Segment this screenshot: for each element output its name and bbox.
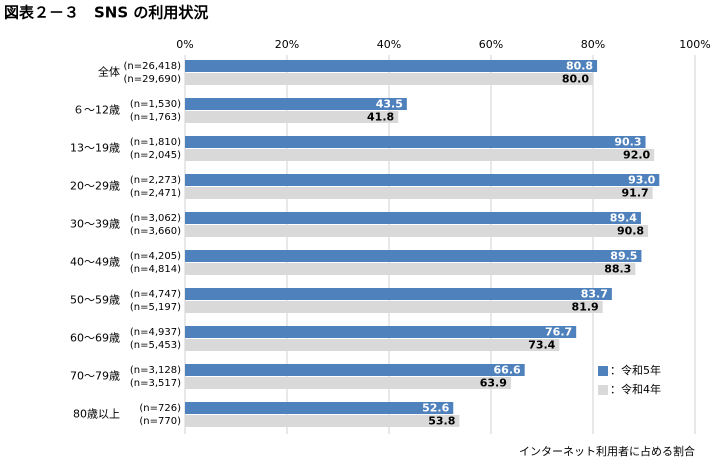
n-label: (n=3,517) [130,378,181,389]
category-label: 40～49歳 [70,256,120,269]
value-label: 41.8 [367,111,394,124]
bar [185,225,649,237]
bar [185,111,399,123]
category-label: ６～12歳 [73,104,120,117]
category-label: 70～79歳 [70,370,120,383]
bar [185,364,525,376]
bar [185,301,603,313]
bar [185,212,641,224]
category-label: 全体 [98,65,120,79]
legend-swatch [598,385,608,395]
x-tick-label: 60% [479,38,503,51]
value-label: 73.4 [528,339,555,352]
n-label: (n=2,045) [130,150,181,161]
value-label: 52.6 [422,402,449,415]
n-label: (n=1,810) [130,137,181,148]
n-label: (n=5,453) [130,340,181,351]
n-label: (n=1,530) [130,99,181,110]
value-label: 89.5 [610,250,637,263]
bar [185,174,660,186]
note: インターネット利用者に占める割合 [519,444,695,458]
n-label: (n=770) [139,416,181,427]
n-label: (n=2,471) [130,188,181,199]
legend-label: ：令和5年 [610,363,661,377]
value-label: 43.5 [376,98,403,111]
bar [185,288,612,300]
bar [185,250,642,262]
n-label: (n=4,937) [130,327,181,338]
n-label: (n=4,747) [130,289,181,300]
n-label: (n=26,418) [123,61,181,72]
bar [185,187,653,199]
value-label: 81.9 [572,301,599,314]
x-tick-label: 0% [176,38,193,51]
legend-label: ：令和4年 [610,382,661,396]
n-label: (n=29,690) [123,74,181,85]
bar [185,98,407,110]
x-tick-label: 100% [679,38,710,51]
x-tick-label: 20% [275,38,299,51]
bar [185,339,560,351]
x-tick-label: 80% [581,38,605,51]
category-label: 20～29歳 [70,180,120,193]
bar [185,136,646,148]
value-label: 63.9 [480,377,507,390]
bar [185,60,598,72]
n-label: (n=5,197) [130,302,181,313]
value-label: 83.7 [581,288,608,301]
value-label: 90.8 [617,225,644,238]
chart-title: 図表２－３ SNS の利用状況 [4,4,208,22]
category-label: 60～69歳 [70,332,120,345]
bar [185,263,636,275]
x-tick-label: 40% [377,38,401,51]
value-label: 90.3 [614,136,641,149]
bar [185,149,655,161]
n-label: (n=4,814) [130,264,181,275]
value-label: 88.3 [604,263,631,276]
n-label: (n=3,128) [130,365,181,376]
bar [185,402,454,414]
n-label: (n=3,062) [130,213,181,224]
n-label: (n=2,273) [130,175,181,186]
value-label: 80.8 [566,60,593,73]
n-label: (n=1,763) [130,112,181,123]
bar [185,415,460,427]
value-label: 53.8 [428,415,455,428]
bar [185,73,593,85]
n-label: (n=726) [139,403,181,414]
legend-swatch [598,366,608,376]
value-label: 93.0 [628,174,655,187]
category-label: 13～19歳 [70,142,120,155]
value-label: 91.7 [622,187,649,200]
n-label: (n=3,660) [130,226,181,237]
value-label: 66.6 [494,364,521,377]
bar [185,377,511,389]
category-label: 30～39歳 [70,218,120,231]
value-label: 92.0 [623,149,650,162]
value-label: 80.0 [562,73,589,86]
value-label: 89.4 [610,212,637,225]
value-label: 76.7 [545,326,572,339]
category-label: 80歳以上 [73,408,120,421]
bar [185,326,577,338]
category-label: 50～59歳 [70,294,120,307]
n-label: (n=4,205) [130,251,181,262]
